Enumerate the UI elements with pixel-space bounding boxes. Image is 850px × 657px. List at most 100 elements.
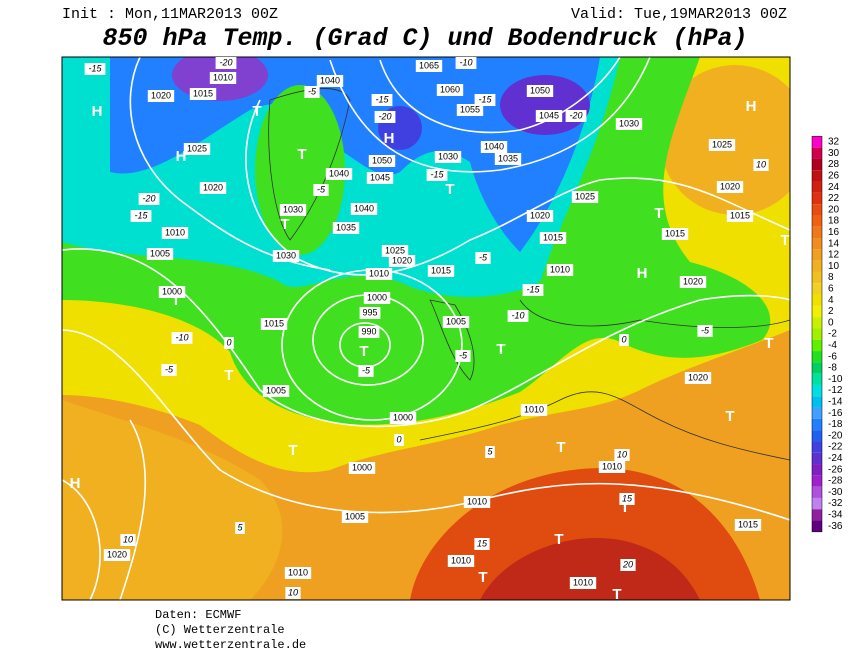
pressure-label-box <box>539 232 567 244</box>
pressure-label-box <box>427 265 455 277</box>
scale-swatch <box>812 509 822 521</box>
pressure-label-box <box>359 307 381 319</box>
temperature-label: 15 <box>477 538 488 548</box>
pressure-label: 990 <box>361 326 376 336</box>
temperature-label: -5 <box>165 364 174 374</box>
temperature-label: 10 <box>288 587 298 597</box>
temperature-label-box <box>224 337 234 349</box>
temperature-label-box <box>455 350 471 362</box>
scale-swatch <box>812 396 822 408</box>
temperature-label: -15 <box>88 63 102 73</box>
pressure-label-box <box>480 141 508 153</box>
pressure-label: 1010 <box>451 555 471 565</box>
pressure-center: T <box>171 292 180 309</box>
pressure-label-box <box>146 248 174 260</box>
pressure-center: T <box>780 232 789 249</box>
pressure-label-box <box>526 210 554 222</box>
init-time: Init : Mon,11MAR2013 00Z <box>62 6 278 23</box>
pressure-label: 1030 <box>619 118 639 128</box>
temperature-label: -5 <box>701 325 710 335</box>
scale-label: -10 <box>828 374 843 385</box>
pressure-label: 1020 <box>107 549 127 559</box>
pressure-label-box <box>183 143 211 155</box>
pressure-center: T <box>445 181 454 198</box>
pressure-label: 1055 <box>460 104 480 114</box>
pressure-label: 1015 <box>264 318 284 328</box>
pressure-center: H <box>70 475 81 492</box>
temperature-label-box <box>619 493 635 505</box>
temperature-label: 20 <box>622 559 633 569</box>
pressure-label: 1040 <box>484 141 504 151</box>
pressure-label-box <box>546 264 574 276</box>
scale-swatch <box>812 475 822 487</box>
pressure-label-box <box>388 255 416 267</box>
pressure-label: 1025 <box>575 191 595 201</box>
pressure-label: 1015 <box>738 519 758 529</box>
temperature-label-box <box>130 210 152 222</box>
temperature-label: -10 <box>175 332 188 342</box>
pressure-label-box <box>260 318 288 330</box>
pressure-label: 1040 <box>354 203 374 213</box>
pressure-label: 1005 <box>446 316 466 326</box>
pressure-label-box <box>363 292 391 304</box>
scale-label: 20 <box>828 204 840 215</box>
scale-swatch <box>812 418 822 431</box>
scale-label: -36 <box>828 521 843 532</box>
pressure-label: 1045 <box>370 172 390 182</box>
temperature-label-box <box>455 57 477 69</box>
pressure-label-box <box>316 75 344 87</box>
temperature-label-box <box>697 325 713 337</box>
temperature-label-box <box>120 534 136 546</box>
pressure-label: 1000 <box>367 292 387 302</box>
pressure-center: H <box>637 265 648 282</box>
scale-swatch <box>812 407 822 419</box>
scale-label: 12 <box>828 250 840 261</box>
scale-swatch <box>812 441 822 453</box>
scale-swatch <box>812 283 822 295</box>
temperature-label: -20 <box>142 193 155 203</box>
scale-label: 22 <box>828 193 840 204</box>
temperature-label: 0 <box>621 334 626 344</box>
pressure-label-box <box>456 104 484 116</box>
pressure-center: T <box>496 341 505 358</box>
temperature-label-box <box>474 538 490 550</box>
scale-swatch <box>812 317 822 329</box>
temperature-label-box <box>374 111 396 123</box>
pressure-center: H <box>176 148 187 165</box>
temperature-label-box <box>161 364 177 376</box>
pressure-label: 1025 <box>712 139 732 149</box>
pressure-label-box <box>447 555 475 567</box>
scale-label: 26 <box>828 171 840 182</box>
scale-swatch <box>812 362 822 374</box>
scale-label: -8 <box>828 363 837 374</box>
temperature-label-box <box>619 334 629 346</box>
pressure-center: T <box>224 367 233 384</box>
pressure-label-box <box>734 519 762 531</box>
pressure-label-box <box>262 385 290 397</box>
temperature-label-box <box>84 63 106 75</box>
scale-label: 14 <box>828 238 840 249</box>
temperature-label: -10 <box>459 57 472 67</box>
temperature-label-box <box>235 522 245 534</box>
temperature-label-box <box>394 434 404 446</box>
temperature-label: 10 <box>123 534 133 544</box>
pressure-label: 1005 <box>266 385 286 395</box>
pressure-center: T <box>725 408 734 425</box>
scale-label: 2 <box>828 306 834 317</box>
scale-label: 16 <box>828 227 840 238</box>
scale-swatch <box>812 520 822 532</box>
scale-label: -12 <box>828 385 843 396</box>
pressure-label-box <box>147 90 175 102</box>
scale-swatch <box>812 351 822 363</box>
pressure-label: 1020 <box>392 255 412 265</box>
pressure-center: T <box>359 343 368 360</box>
pressure-label: 1000 <box>393 412 413 422</box>
pressure-label: 1005 <box>345 511 365 521</box>
pressure-label: 1015 <box>665 228 685 238</box>
scale-swatch <box>812 260 822 272</box>
pressure-label-box <box>615 118 643 130</box>
temperature-label: 5 <box>237 522 243 532</box>
field-cool <box>255 85 345 255</box>
pressure-label: 1045 <box>539 110 559 120</box>
